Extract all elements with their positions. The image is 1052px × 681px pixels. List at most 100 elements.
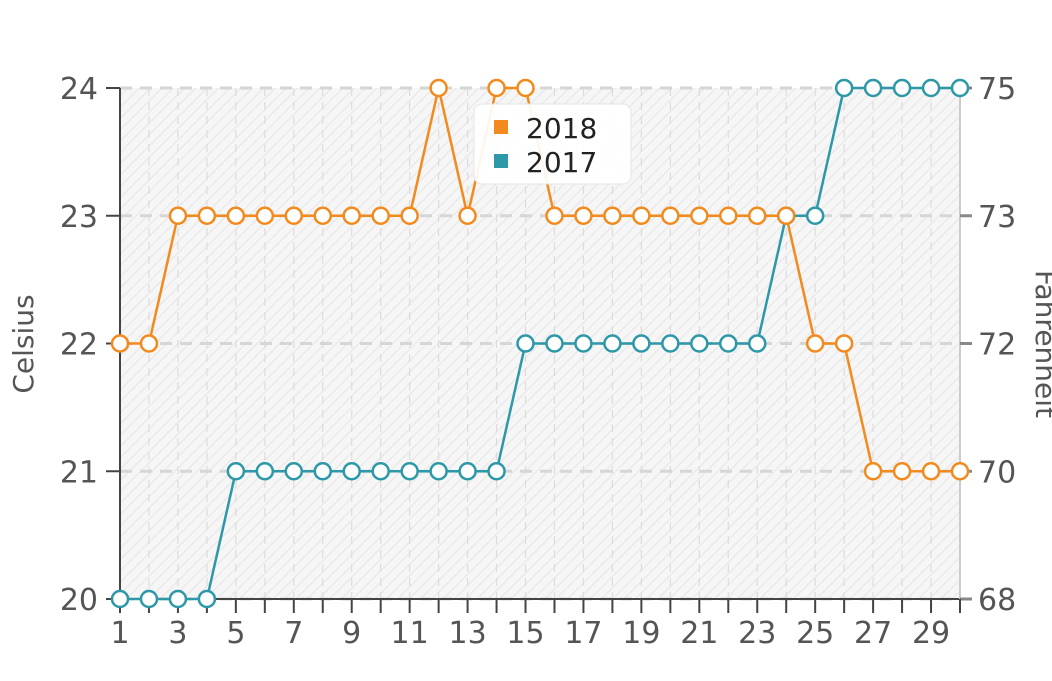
- data-point-2017[interactable]: [574, 334, 593, 353]
- data-point-2018[interactable]: [921, 462, 941, 481]
- data-point-2017[interactable]: [110, 589, 130, 609]
- data-point-2018[interactable]: [834, 334, 854, 353]
- legend-item-2017[interactable]: 2017: [494, 146, 597, 179]
- data-point-2017[interactable]: [661, 334, 680, 353]
- data-point-2018[interactable]: [950, 462, 970, 481]
- data-point-2017[interactable]: [690, 334, 709, 353]
- legend-box: [473, 103, 632, 185]
- x-tick-label: 23: [738, 616, 776, 651]
- data-point-2018[interactable]: [632, 206, 651, 225]
- series-2017: [110, 78, 970, 609]
- data-point-2018[interactable]: [313, 206, 333, 225]
- x-tick-label: 3: [168, 616, 187, 651]
- data-point-2018[interactable]: [371, 206, 390, 225]
- data-point-2017[interactable]: [168, 589, 188, 609]
- x-tick-label: 21: [680, 616, 718, 651]
- data-point-2017[interactable]: [545, 334, 564, 353]
- data-point-2018[interactable]: [747, 206, 767, 225]
- data-point-2017[interactable]: [255, 462, 275, 481]
- y-axis-left-ticks: 20 21 22 23 24: [60, 72, 120, 618]
- data-point-2017[interactable]: [226, 462, 246, 481]
- data-point-2017[interactable]: [400, 462, 419, 481]
- data-point-2017[interactable]: [892, 78, 912, 98]
- x-tick-label: 19: [622, 616, 660, 651]
- data-point-2017[interactable]: [342, 462, 361, 481]
- legend-swatch-2018: [494, 120, 508, 134]
- x-axis-ticks: 1 3 5 7 9 11 13 15 17 19 21 23 25 27 29: [110, 599, 961, 651]
- y2-tick-label: 73: [978, 200, 1016, 235]
- data-point-2018[interactable]: [574, 206, 593, 225]
- y-tick-label: 23: [60, 200, 98, 235]
- data-point-2018[interactable]: [776, 206, 796, 225]
- x-tick-label: 13: [448, 616, 486, 651]
- y-axis-right-ticks: 68 70 72 73 75: [960, 72, 1016, 618]
- y2-tick-label: 72: [978, 328, 1016, 363]
- data-point-2018[interactable]: [255, 206, 275, 225]
- x-tick-label: 27: [854, 616, 892, 651]
- data-point-2017[interactable]: [834, 78, 854, 98]
- x-tick-label: 7: [284, 616, 303, 651]
- data-point-2018[interactable]: [342, 206, 361, 225]
- y2-axis-title: Fahrenheit: [1029, 270, 1052, 418]
- data-point-2017[interactable]: [719, 334, 738, 353]
- data-point-2018[interactable]: [690, 206, 709, 225]
- y2-tick-label: 70: [978, 455, 1016, 490]
- data-point-2018[interactable]: [168, 206, 188, 225]
- data-point-2017[interactable]: [487, 462, 506, 481]
- data-point-2018[interactable]: [863, 462, 883, 481]
- data-point-2018[interactable]: [458, 206, 477, 225]
- data-point-2017[interactable]: [284, 462, 304, 481]
- data-point-2018[interactable]: [516, 78, 535, 98]
- legend-label-2017: 2017: [526, 146, 597, 179]
- x-tick-label: 11: [391, 616, 429, 651]
- x-tick-label: 17: [564, 616, 602, 651]
- y-tick-label: 20: [60, 583, 98, 618]
- x-tick-label: 9: [342, 616, 361, 651]
- y-tick-label: 22: [60, 328, 98, 363]
- data-point-2017[interactable]: [429, 462, 448, 481]
- data-point-2018[interactable]: [487, 78, 506, 98]
- legend-label-2018: 2018: [526, 112, 597, 145]
- x-tick-label: 1: [110, 616, 129, 651]
- data-point-2018[interactable]: [805, 334, 825, 353]
- data-point-2017[interactable]: [805, 206, 825, 225]
- data-point-2018[interactable]: [226, 206, 246, 225]
- data-point-2017[interactable]: [747, 334, 767, 353]
- y2-tick-label: 75: [978, 72, 1016, 107]
- data-point-2017[interactable]: [950, 78, 970, 98]
- data-point-2018[interactable]: [139, 334, 159, 353]
- data-point-2018[interactable]: [661, 206, 680, 225]
- data-point-2018[interactable]: [110, 334, 130, 353]
- legend-swatch-2017: [494, 154, 508, 168]
- data-point-2017[interactable]: [921, 78, 941, 98]
- data-point-2017[interactable]: [313, 462, 333, 481]
- data-point-2018[interactable]: [284, 206, 304, 225]
- legend-item-2018[interactable]: 2018: [494, 112, 597, 145]
- data-point-2018[interactable]: [603, 206, 622, 225]
- data-point-2017[interactable]: [632, 334, 651, 353]
- y-tick-label: 24: [60, 72, 98, 107]
- x-tick-label: 5: [226, 616, 245, 651]
- x-tick-label: 15: [506, 616, 544, 651]
- x-tick-label: 25: [796, 616, 834, 651]
- data-point-2018[interactable]: [892, 462, 912, 481]
- y-axis-title: Celsius: [7, 294, 40, 393]
- data-point-2018[interactable]: [400, 206, 419, 225]
- data-point-2017[interactable]: [197, 589, 217, 609]
- data-point-2018[interactable]: [545, 206, 564, 225]
- y2-tick-label: 68: [978, 583, 1016, 618]
- data-point-2017[interactable]: [516, 334, 535, 353]
- data-point-2017[interactable]: [863, 78, 883, 98]
- data-point-2017[interactable]: [603, 334, 622, 353]
- y-tick-label: 21: [60, 455, 98, 490]
- data-point-2017[interactable]: [371, 462, 390, 481]
- legend[interactable]: 2018 2017: [473, 103, 632, 185]
- data-point-2018[interactable]: [197, 206, 217, 225]
- data-point-2017[interactable]: [458, 462, 477, 481]
- data-point-2018[interactable]: [429, 78, 448, 98]
- data-point-2017[interactable]: [139, 589, 159, 609]
- data-point-2018[interactable]: [719, 206, 738, 225]
- x-tick-label: 29: [912, 616, 950, 651]
